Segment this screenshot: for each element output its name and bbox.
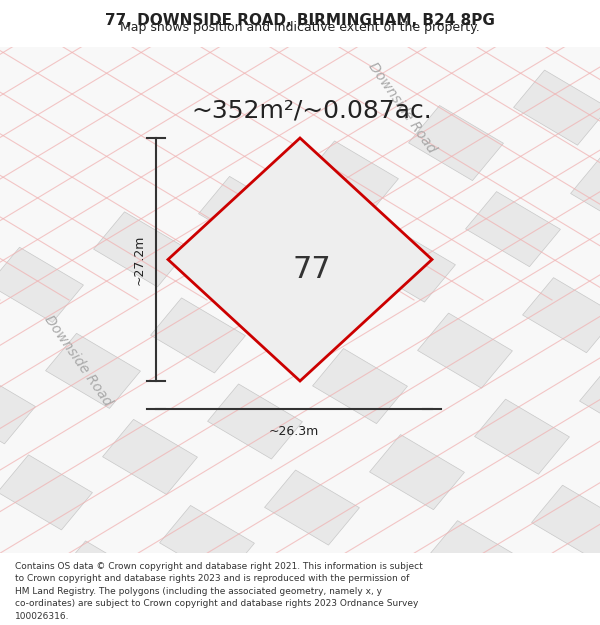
Polygon shape: [427, 521, 521, 596]
Polygon shape: [46, 333, 140, 408]
Polygon shape: [0, 248, 83, 322]
Polygon shape: [256, 262, 350, 338]
Polygon shape: [151, 298, 245, 373]
Polygon shape: [168, 138, 432, 381]
Polygon shape: [418, 313, 512, 388]
Polygon shape: [409, 106, 503, 181]
Polygon shape: [361, 227, 455, 302]
Polygon shape: [0, 455, 92, 530]
Polygon shape: [370, 434, 464, 509]
Text: 77, DOWNSIDE ROAD, BIRMINGHAM, B24 8PG: 77, DOWNSIDE ROAD, BIRMINGHAM, B24 8PG: [105, 13, 495, 28]
Polygon shape: [0, 369, 35, 444]
Text: 100026316.: 100026316.: [15, 612, 70, 621]
Text: ~27.2m: ~27.2m: [133, 234, 146, 285]
Polygon shape: [589, 571, 600, 625]
Text: to Crown copyright and database rights 2023 and is reproduced with the permissio: to Crown copyright and database rights 2…: [15, 574, 409, 583]
Polygon shape: [322, 556, 416, 625]
Text: HM Land Registry. The polygons (including the associated geometry, namely x, y: HM Land Registry. The polygons (includin…: [15, 587, 382, 596]
Text: Map shows position and indicative extent of the property.: Map shows position and indicative extent…: [120, 21, 480, 34]
Polygon shape: [208, 384, 302, 459]
Polygon shape: [199, 176, 293, 251]
Text: Downside Road: Downside Road: [365, 59, 439, 156]
Polygon shape: [103, 419, 197, 494]
Polygon shape: [580, 364, 600, 439]
Polygon shape: [514, 70, 600, 145]
Polygon shape: [160, 506, 254, 581]
Polygon shape: [55, 541, 149, 616]
Text: Downside Road: Downside Road: [41, 312, 115, 409]
Polygon shape: [304, 141, 398, 216]
Polygon shape: [0, 576, 44, 625]
Polygon shape: [217, 591, 311, 625]
Text: 77: 77: [293, 255, 331, 284]
Polygon shape: [313, 349, 407, 424]
Polygon shape: [571, 156, 600, 231]
Polygon shape: [475, 399, 569, 474]
Polygon shape: [532, 485, 600, 560]
Text: ~26.3m: ~26.3m: [269, 425, 319, 438]
Polygon shape: [523, 278, 600, 352]
Polygon shape: [466, 192, 560, 267]
Text: Contains OS data © Crown copyright and database right 2021. This information is : Contains OS data © Crown copyright and d…: [15, 562, 423, 571]
Polygon shape: [265, 470, 359, 545]
Polygon shape: [94, 212, 188, 287]
Text: ~352m²/~0.087ac.: ~352m²/~0.087ac.: [191, 98, 433, 122]
Text: co-ordinates) are subject to Crown copyright and database rights 2023 Ordnance S: co-ordinates) are subject to Crown copyr…: [15, 599, 418, 609]
